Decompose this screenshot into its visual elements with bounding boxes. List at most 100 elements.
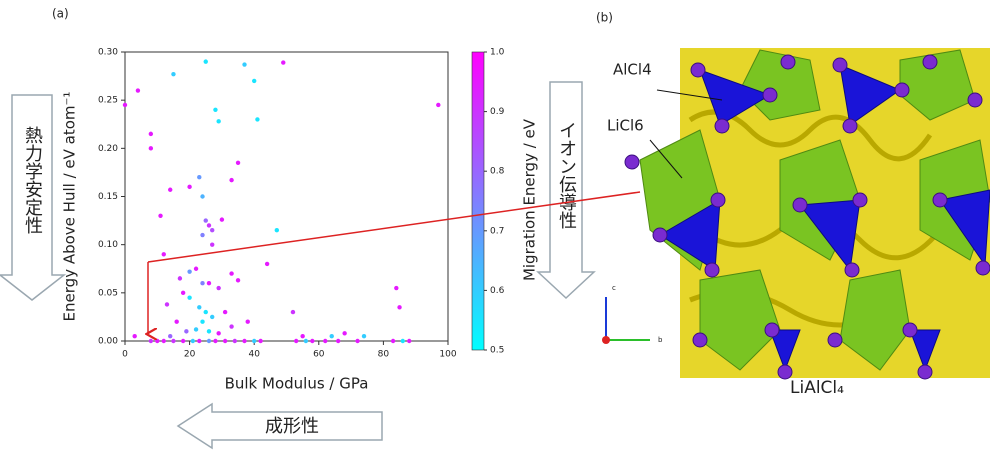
point (330, 334, 334, 338)
point (171, 72, 175, 76)
point (216, 286, 220, 290)
panel-label: (a) (52, 7, 69, 21)
point (181, 339, 185, 343)
point (223, 310, 227, 314)
point (200, 194, 204, 198)
point (336, 339, 340, 343)
point (181, 291, 185, 295)
point (197, 175, 201, 179)
point (194, 267, 198, 271)
point (197, 305, 201, 309)
conductivity-label: イオン伝導性 (556, 121, 577, 229)
point (213, 108, 217, 112)
point (136, 88, 140, 92)
point (236, 161, 240, 165)
formula: LiAlCl₄ (790, 378, 844, 398)
x-tick-label: 100 (439, 350, 456, 360)
point (275, 228, 279, 232)
point (213, 339, 217, 343)
point (204, 218, 208, 222)
point (187, 269, 191, 273)
axis-origin (602, 336, 610, 344)
point (229, 271, 233, 275)
point (246, 320, 250, 324)
point (210, 228, 214, 232)
point (304, 339, 308, 343)
page: {"chart_data": {"type": "scatter", "pane… (0, 0, 990, 455)
point (168, 188, 172, 192)
colorbar-tick-label: 0.9 (490, 107, 505, 117)
point (174, 320, 178, 324)
point (210, 242, 214, 246)
colorbar-tick-label: 0.6 (490, 286, 505, 296)
colorbar-tick-label: 1.0 (490, 48, 505, 58)
colorbar-tick-label: 0.8 (490, 167, 505, 177)
y-tick-label: 0.00 (98, 337, 118, 347)
y-tick-label: 0.10 (98, 240, 118, 250)
point (207, 339, 211, 343)
point (394, 286, 398, 290)
point (149, 339, 153, 343)
axis-b-label: b (658, 336, 663, 344)
point (200, 320, 204, 324)
point (310, 339, 314, 343)
point (223, 339, 227, 343)
point (229, 324, 233, 328)
point (168, 334, 172, 338)
point (355, 339, 359, 343)
point (162, 252, 166, 256)
point (362, 334, 366, 338)
point (323, 339, 327, 343)
point (342, 331, 346, 335)
point (207, 281, 211, 285)
point (397, 305, 401, 309)
structure-panel: (b) Al (596, 11, 990, 399)
point (207, 223, 211, 227)
x-tick-label: 60 (313, 350, 325, 360)
point (123, 103, 127, 107)
formability-label: 成形性 (265, 416, 319, 437)
stability-label: 熱力学安定性 (22, 126, 43, 234)
point (155, 339, 159, 343)
point (236, 278, 240, 282)
plot-frame (125, 52, 448, 341)
point (207, 329, 211, 333)
point (401, 339, 405, 343)
point (229, 178, 233, 182)
point (184, 329, 188, 333)
point (294, 339, 298, 343)
colorbar-tick-label: 0.7 (490, 226, 504, 236)
y-axis-label: Energy Above Hull / eV atom⁻¹ (61, 92, 79, 322)
point (220, 217, 224, 221)
point (216, 331, 220, 335)
point (162, 339, 166, 343)
octahedron-label: LiCl6 (607, 117, 644, 135)
point (210, 315, 214, 319)
colorbar-tick-label: 0.5 (490, 346, 504, 356)
point (149, 132, 153, 136)
point (281, 60, 285, 64)
point (391, 339, 395, 343)
colorbar (472, 52, 484, 350)
point (252, 79, 256, 83)
x-tick-label: 80 (378, 350, 390, 360)
y-tick-label: 0.20 (98, 144, 118, 154)
x-tick-label: 20 (184, 350, 196, 360)
point (149, 146, 153, 150)
point (204, 59, 208, 63)
point (187, 295, 191, 299)
axis-c-label: c (612, 284, 616, 292)
point (255, 117, 259, 121)
y-tick-label: 0.05 (98, 288, 118, 298)
point (204, 310, 208, 314)
y-tick-label: 0.30 (98, 48, 118, 58)
point (200, 233, 204, 237)
x-tick-label: 40 (248, 350, 260, 360)
point (252, 339, 256, 343)
point (171, 339, 175, 343)
y-tick-label: 0.15 (98, 192, 118, 202)
point (132, 334, 136, 338)
point (233, 339, 237, 343)
point (300, 334, 304, 338)
